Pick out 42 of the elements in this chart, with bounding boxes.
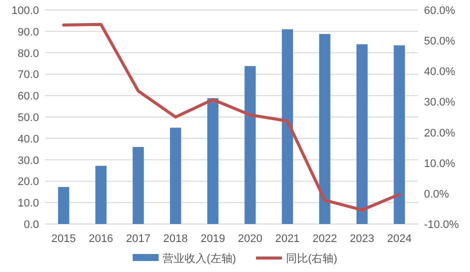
- y-tick-label: 90.0: [18, 26, 39, 38]
- x-tick-label: 2016: [88, 233, 114, 245]
- y-tick-label: 50.0: [18, 112, 39, 124]
- y-tick-label: 80.0: [18, 48, 39, 60]
- x-tick-label: 2018: [163, 233, 188, 245]
- y2-tick-label: 10.0%: [424, 158, 456, 170]
- legend-label: 同比(右轴): [286, 252, 338, 265]
- x-tick-label: 2024: [387, 233, 412, 245]
- y2-tick-label: 20.0%: [424, 127, 456, 140]
- y-tick-label: 30.0: [18, 154, 39, 167]
- y-tick-label: 70.0: [18, 69, 39, 82]
- bar: [58, 186, 70, 224]
- x-tick-label: 2019: [200, 233, 226, 245]
- y-tick-label: 40.0: [18, 133, 39, 146]
- x-tick-label: 2020: [238, 233, 262, 245]
- y2-tick-label: 50.0%: [424, 36, 456, 48]
- bar: [282, 29, 294, 224]
- y2-tick-label: 0.0%: [424, 188, 450, 200]
- bar: [356, 44, 368, 224]
- y-tick-label: 0.0: [24, 219, 39, 231]
- x-tick-label: 2022: [312, 233, 337, 245]
- bar: [95, 166, 107, 224]
- bar: [170, 128, 182, 224]
- bar: [132, 146, 144, 224]
- y-tick-label: 60.0: [18, 90, 39, 103]
- x-tick-label: 2017: [126, 233, 150, 245]
- y2-tick-label: 60.0%: [424, 5, 456, 17]
- y-tick-label: 10.0: [18, 198, 39, 210]
- line-series: [62, 22, 401, 212]
- y2-tick-label: -10.0%: [424, 219, 460, 231]
- bar: [244, 66, 256, 224]
- x-tick-label: 2015: [51, 233, 76, 245]
- y2-tick-label: 30.0%: [424, 96, 456, 109]
- bar: [207, 98, 218, 224]
- y2-tick-label: 40.0%: [424, 66, 456, 78]
- legend-label: 营业收入(左轴): [162, 252, 236, 265]
- x-tick-label: 2021: [275, 233, 300, 245]
- y-tick-label: 100.0: [11, 5, 39, 17]
- bar: [394, 45, 405, 224]
- x-tick-label: 2023: [350, 233, 374, 245]
- bar: [319, 34, 330, 224]
- y-tick-label: 20.0: [18, 176, 39, 188]
